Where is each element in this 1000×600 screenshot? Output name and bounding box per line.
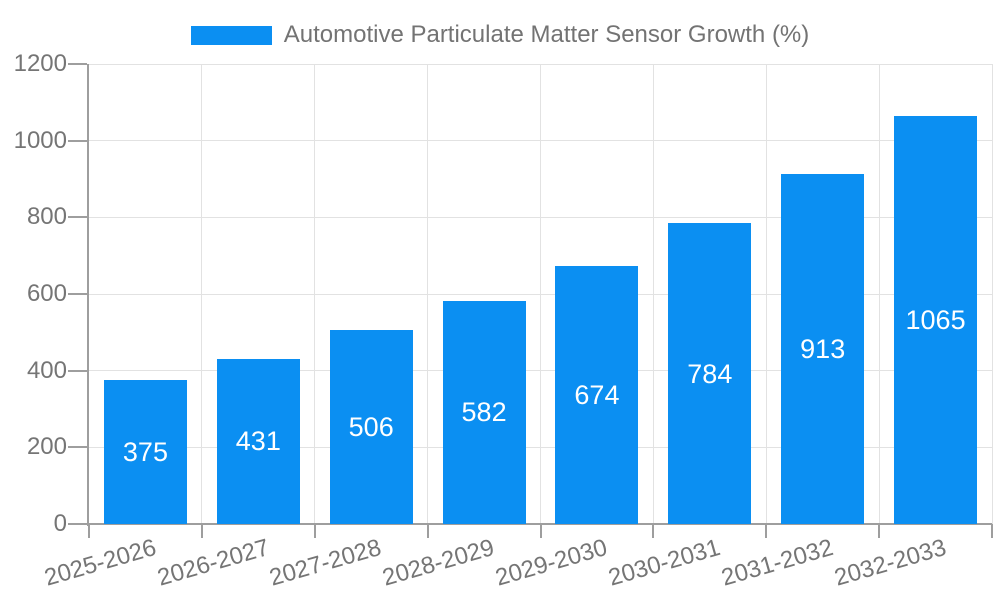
gridline-vertical	[652, 64, 654, 524]
bar-2027-2028[interactable]: 506	[329, 330, 413, 524]
y-axis-tick	[68, 446, 87, 449]
y-axis-label: 600	[26, 280, 67, 307]
y-axis-tick	[68, 216, 87, 219]
gridline-vertical	[878, 64, 880, 524]
x-axis-label: 2027-2028	[266, 534, 385, 592]
x-axis-label: 2030-2031	[605, 534, 724, 592]
y-axis-tick	[68, 139, 87, 142]
legend-swatch-icon	[190, 25, 272, 45]
bar-value-label: 913	[800, 334, 846, 364]
x-axis-tick	[200, 524, 203, 538]
x-axis-line	[87, 523, 992, 525]
gridline-vertical	[314, 64, 316, 524]
legend[interactable]: Automotive Particulate Matter Sensor Gro…	[0, 18, 1000, 52]
bar-value-label: 375	[122, 437, 168, 468]
bar-value-label: 1065	[905, 304, 966, 335]
y-axis-tick	[68, 63, 87, 65]
gridline-vertical	[765, 64, 767, 524]
bar-value-label: 582	[461, 397, 507, 428]
y-axis-tick	[68, 523, 87, 525]
bar-value-label: 674	[574, 379, 620, 410]
gridline-vertical	[201, 64, 203, 524]
bar-2025-2026[interactable]: 375	[103, 380, 187, 524]
bar-2029-2030[interactable]: 674	[555, 265, 639, 524]
x-axis-label: 2029-2030	[492, 534, 611, 592]
x-axis-tick	[991, 524, 993, 538]
x-axis-label: 2026-2027	[153, 534, 272, 592]
y-axis-label: 0	[53, 510, 67, 537]
y-axis-line	[87, 64, 89, 526]
bar-2028-2029[interactable]: 582	[442, 300, 526, 524]
x-axis-tick	[652, 524, 655, 538]
bar-2026-2027[interactable]: 431	[216, 358, 300, 524]
gridline-vertical	[427, 64, 429, 524]
bar-value-label: 506	[348, 412, 394, 442]
bar-2031-2032[interactable]: 913	[781, 174, 865, 524]
y-axis-tick	[68, 369, 87, 372]
y-axis-label: 400	[26, 356, 67, 384]
gridline-vertical	[540, 64, 541, 524]
x-axis-tick	[88, 524, 90, 538]
y-axis-tick	[68, 293, 87, 295]
x-axis-label: 2025-2026	[41, 534, 159, 592]
gridline-vertical	[991, 64, 993, 524]
x-axis-tick	[878, 524, 881, 538]
x-axis-label: 2032-2033	[831, 534, 950, 592]
x-axis-tick	[765, 524, 768, 538]
y-axis-label: 800	[26, 203, 67, 231]
x-axis-label: 2031-2032	[718, 534, 837, 592]
x-axis-label: 2028-2029	[379, 534, 498, 592]
bar-2032-2033[interactable]: 1065	[894, 115, 978, 524]
bar-value-label: 431	[235, 426, 281, 457]
bar-value-label: 784	[687, 358, 733, 389]
x-axis-tick	[313, 524, 316, 538]
x-axis-tick	[426, 524, 429, 538]
y-axis-label: 1200	[13, 50, 67, 77]
legend-label: Automotive Particulate Matter Sensor Gro…	[283, 21, 810, 48]
x-axis-tick	[539, 524, 542, 538]
y-axis-label: 200	[26, 433, 67, 461]
y-axis-label: 1000	[13, 126, 67, 154]
bar-2030-2031[interactable]: 784	[668, 223, 752, 524]
